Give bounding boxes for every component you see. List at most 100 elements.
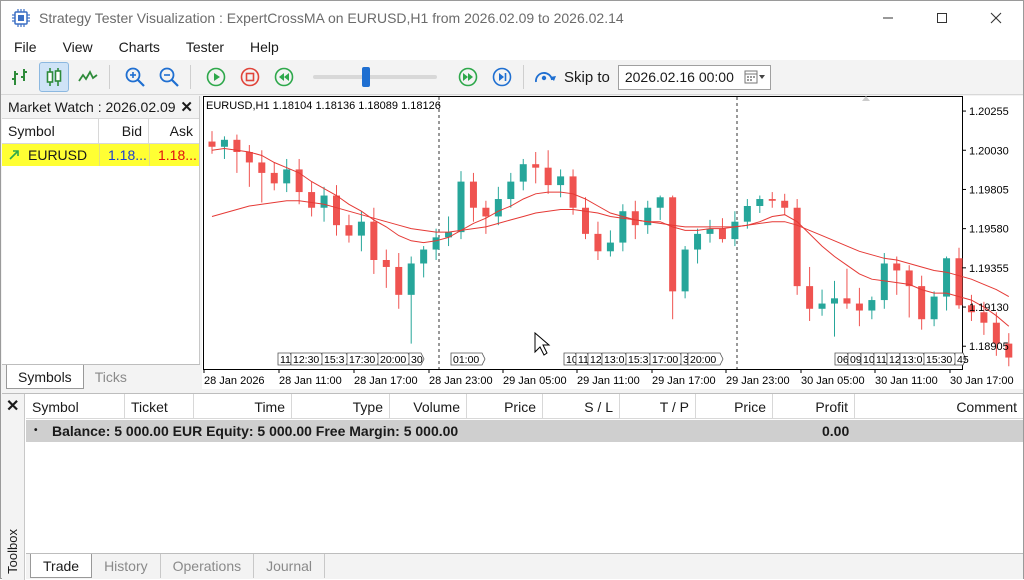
x-tick-label: 28 Jan 2026 — [204, 375, 265, 387]
candle-body — [320, 195, 328, 208]
stop-button[interactable] — [235, 62, 265, 92]
candle-body — [818, 303, 826, 309]
candle-body — [295, 169, 303, 193]
candle-body — [233, 139, 241, 152]
market-watch-close-icon[interactable]: ✕ — [180, 99, 193, 116]
candle-body — [432, 237, 440, 250]
calendar-dropdown[interactable] — [744, 70, 766, 84]
time-tag: 15:3 — [321, 352, 350, 366]
time-tag-frame — [450, 352, 486, 366]
time-tag-label: 13:0 — [902, 354, 923, 366]
column-take-profit[interactable]: T / P — [620, 394, 696, 419]
bullet-icon: • — [34, 425, 38, 436]
menu-bar: File View Charts Tester Help — [1, 35, 1023, 60]
menu-file[interactable]: File — [14, 39, 37, 55]
chart-area[interactable]: EURUSD,H1 1.18104 1.18136 1.18089 1.1812… — [202, 96, 1023, 389]
market-watch-header: Market Watch : 2026.02.09 ✕ — [2, 96, 199, 119]
bar-chart-icon — [12, 69, 27, 85]
candlestick-chart-button[interactable] — [39, 62, 69, 92]
line-chart-button[interactable] — [73, 62, 103, 92]
trend-up-icon — [9, 150, 19, 160]
candle-body — [855, 303, 863, 311]
candle-body — [893, 263, 901, 271]
play-icon — [206, 67, 226, 87]
step-forward-button[interactable] — [487, 62, 517, 92]
tab-journal[interactable]: Journal — [254, 554, 326, 578]
balance-row[interactable]: • Balance: 5 000.00 EUR Equity: 5 000.00… — [26, 420, 1023, 442]
tab-ticks[interactable]: Ticks — [94, 369, 127, 385]
candle-body — [955, 258, 963, 306]
speed-slider[interactable] — [313, 67, 437, 87]
time-tag: 15:30 — [923, 352, 958, 366]
rewind-button[interactable] — [269, 62, 299, 92]
menu-help[interactable]: Help — [250, 39, 279, 55]
time-tag: 17:00 — [649, 352, 684, 366]
price-chart[interactable]: EURUSD,H1 1.18104 1.18136 1.18089 1.1812… — [202, 96, 1023, 389]
candle-body — [681, 249, 689, 292]
column-current-price[interactable]: Price — [696, 394, 773, 419]
candle-body — [569, 176, 577, 208]
minimize-icon — [883, 17, 893, 19]
time-tag-label: 01:00 — [453, 354, 479, 366]
column-type[interactable]: Type — [292, 394, 390, 419]
play-button[interactable] — [201, 62, 231, 92]
maximize-button[interactable] — [915, 1, 969, 35]
tab-history[interactable]: History — [92, 554, 161, 578]
time-tag: 15:3 — [625, 352, 653, 366]
candle-body — [469, 181, 477, 208]
zoom-out-icon — [159, 67, 179, 87]
time-tag-label: 20:00 — [380, 354, 406, 366]
candle-body — [594, 233, 602, 252]
x-tick-label: 28 Jan 11:00 — [279, 375, 342, 387]
bar-chart-button[interactable] — [5, 62, 35, 92]
column-symbol[interactable]: Symbol — [26, 394, 125, 419]
menu-view[interactable]: View — [62, 39, 93, 55]
time-tag-label: 17:00 — [652, 354, 678, 366]
column-stop-loss[interactable]: S / L — [543, 394, 620, 419]
time-tag: 20:00 — [687, 352, 724, 366]
ask-value: 1.18... — [149, 144, 199, 166]
step-forward-icon — [492, 67, 512, 87]
chart-header: EURUSD,H1 1.18104 1.18136 1.18089 1.1812… — [206, 100, 441, 112]
y-tick-label: 1.18905 — [969, 341, 1009, 353]
candle-body — [706, 228, 714, 234]
y-tick-label: 1.19580 — [969, 224, 1009, 236]
tab-operations[interactable]: Operations — [161, 554, 255, 578]
column-time[interactable]: Time — [194, 394, 292, 419]
shift-marker-icon[interactable] — [862, 96, 870, 101]
candle-body — [544, 167, 552, 186]
time-tag: 20:00 — [377, 352, 412, 366]
candle-body — [718, 228, 726, 240]
zoom-out-button[interactable] — [154, 62, 184, 92]
bid-value: 1.18... — [99, 144, 149, 166]
close-button[interactable] — [969, 1, 1023, 35]
column-ask[interactable]: Ask — [169, 123, 193, 139]
column-profit[interactable]: Profit — [773, 394, 855, 419]
candle-body — [345, 225, 353, 236]
column-price[interactable]: Price — [467, 394, 543, 419]
y-tick-label: 1.19355 — [969, 263, 1009, 275]
candle-body — [557, 176, 565, 186]
skip-to-date-field[interactable]: 2026.02.16 00:00 — [617, 64, 771, 90]
column-bid[interactable]: Bid — [99, 119, 149, 143]
market-watch-row[interactable]: EURUSD 1.18... 1.18... — [2, 144, 199, 166]
toolbox-close-icon[interactable]: ✕ — [6, 398, 20, 415]
candle-body — [582, 207, 589, 234]
menu-tester[interactable]: Tester — [185, 39, 225, 55]
column-volume[interactable]: Volume — [390, 394, 467, 419]
column-symbol[interactable]: Symbol — [2, 119, 99, 143]
zoom-in-button[interactable] — [120, 62, 150, 92]
minimize-button[interactable] — [861, 1, 915, 35]
tab-symbols[interactable]: Symbols — [6, 365, 84, 389]
candle-body — [843, 298, 851, 304]
fast-forward-button[interactable] — [453, 62, 483, 92]
y-tick-label: 1.20255 — [969, 106, 1009, 118]
time-tag: 12 — [587, 352, 605, 366]
tab-trade[interactable]: Trade — [30, 554, 93, 578]
candle-body — [831, 298, 838, 304]
column-ticket[interactable]: Ticket — [125, 394, 194, 419]
time-tag-label: 15:3 — [324, 354, 345, 366]
column-comment[interactable]: Comment — [956, 398, 1017, 415]
menu-charts[interactable]: Charts — [118, 39, 160, 55]
speed-slider-thumb[interactable] — [361, 67, 370, 87]
